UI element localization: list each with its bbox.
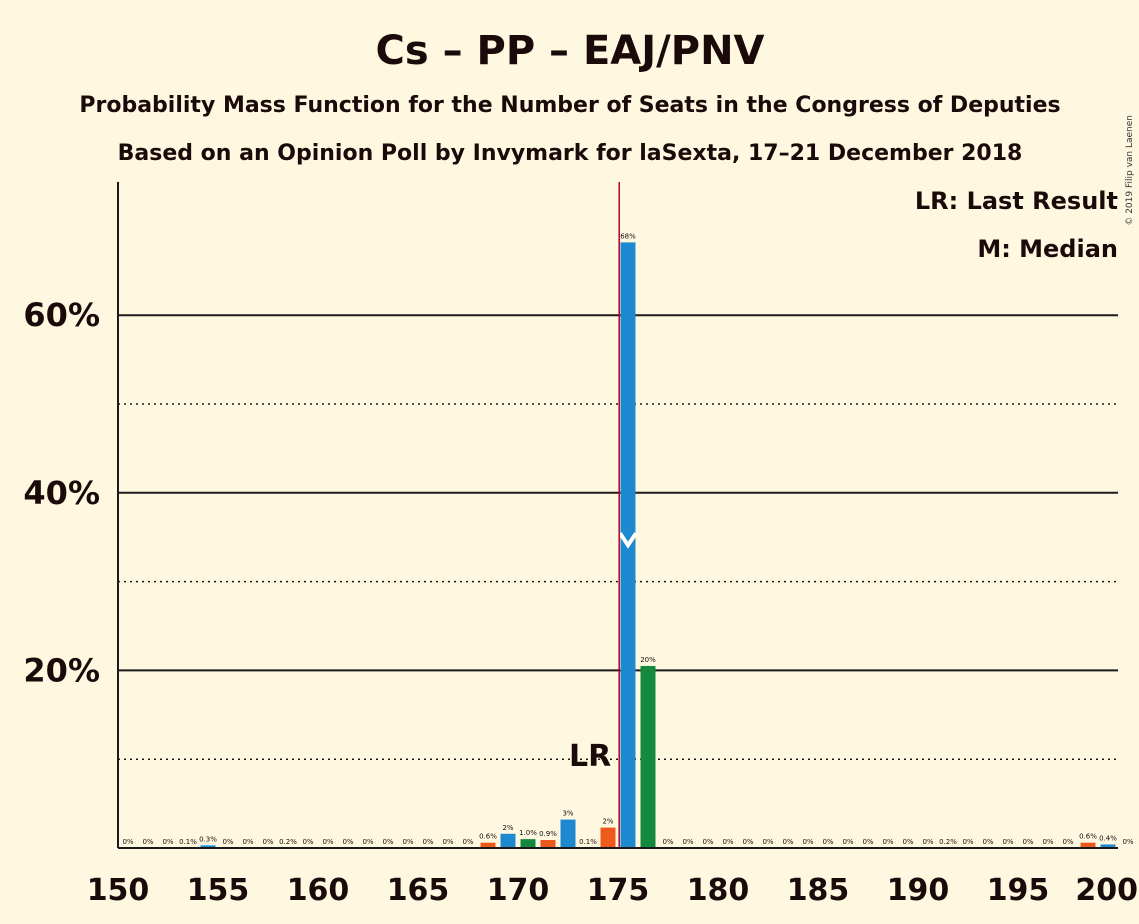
bar-value-label: 0% (142, 838, 153, 846)
bar-value-label: 0% (882, 838, 893, 846)
bar-value-label: 0.6% (479, 833, 497, 841)
bar-value-label: 0% (1042, 838, 1053, 846)
x-tick-label: 155 (187, 873, 250, 908)
bar-value-label: 3% (562, 810, 573, 818)
axes-layer: 20% 40% 60% 150 155 160 165 170 175 180 185 190 195 2… (23, 182, 1138, 908)
bar-173 (560, 819, 576, 848)
bar-value-label: 2% (502, 824, 513, 832)
bar-value-label: 0% (362, 838, 373, 846)
bar-value-label: 0% (122, 838, 133, 846)
bar-value-label: 0% (842, 838, 853, 846)
bar-value-label: 0% (822, 838, 833, 846)
bar-value-label: 0.1% (179, 838, 197, 846)
x-tick-label: 195 (987, 873, 1050, 908)
y-tick-label: 20% (23, 651, 100, 689)
bar-value-label: 0% (1002, 838, 1013, 846)
bar-200 (1100, 844, 1116, 848)
bar-value-label: 0% (222, 838, 233, 846)
bar-value-label: 0.2% (279, 838, 297, 846)
bar-value-label: 0% (422, 838, 433, 846)
bar-value-label: 0% (402, 838, 413, 846)
bar-value-label: 0% (322, 838, 333, 846)
bar-177 (640, 665, 656, 848)
bar-155 (200, 845, 216, 848)
bar-value-label: 0% (1122, 838, 1133, 846)
bar-171 (520, 839, 536, 848)
bar-value-label: 2% (602, 818, 613, 826)
y-tick-label: 60% (23, 296, 100, 334)
bar-value-label: 0% (862, 838, 873, 846)
bar-value-label: 0.2% (939, 838, 957, 846)
bar-value-label: 0.4% (1099, 834, 1117, 842)
bar-value-label: 0% (722, 838, 733, 846)
bar-value-label: 0% (962, 838, 973, 846)
bar-value-label: 0% (162, 838, 173, 846)
bar-value-label: 0% (782, 838, 793, 846)
x-tick-label: 200 (1075, 873, 1138, 908)
bar-value-label: 0% (442, 838, 453, 846)
x-tick-label: 170 (487, 873, 550, 908)
x-tick-label: 180 (687, 873, 750, 908)
x-tick-label: 150 (87, 873, 150, 908)
chart-subtitle-source: Based on an Opinion Poll by Invymark for… (118, 141, 1023, 166)
bar-value-label: 0% (902, 838, 913, 846)
bar-value-label: 0% (662, 838, 673, 846)
bar-199 (1080, 842, 1096, 848)
chart-subtitle: Probability Mass Function for the Number… (79, 93, 1060, 118)
legend-median: M: Median (977, 235, 1118, 263)
bar-170 (500, 833, 516, 848)
last-result-label: LR (569, 739, 611, 774)
bar-value-label: 20% (640, 656, 656, 664)
bar-value-label: 0% (762, 838, 773, 846)
y-tick-label: 40% (23, 474, 100, 512)
bar-value-label: 0% (262, 838, 273, 846)
x-tick-label: 185 (787, 873, 850, 908)
copyright-note: © 2019 Filip van Laenen (1125, 115, 1135, 226)
bar-value-label: 0% (1062, 838, 1073, 846)
x-tick-label: 160 (287, 873, 350, 908)
x-tick-label: 190 (887, 873, 950, 908)
bar-value-label: 68% (620, 232, 636, 240)
bar-value-label: 0% (922, 838, 933, 846)
bar-value-label: 1.0% (519, 829, 537, 837)
grid-lines (118, 314, 1118, 760)
bar-value-label: 0% (342, 838, 353, 846)
legend-last-result: LR: Last Result (915, 187, 1118, 215)
bar-value-label: 0.9% (539, 830, 557, 838)
bar-value-label: 0% (242, 838, 253, 846)
bar-value-label: 0% (982, 838, 993, 846)
bar-value-label: 0.1% (579, 838, 597, 846)
bar-169 (480, 842, 496, 848)
bar-value-label: 0% (682, 838, 693, 846)
bar-value-label: 0.3% (199, 835, 217, 843)
bar-value-label: 0% (802, 838, 813, 846)
bar-labels-layer: 0% 0% 0% 0.1% 0.3% 0% 0% 0% 0.2% 0% 0% 0% 0% 0% 0% 0% 0%… (122, 182, 1134, 848)
bar-value-label: 0% (702, 838, 713, 846)
chart-title: Cs – PP – EAJ/PNV (375, 28, 764, 74)
bars-layer (200, 242, 1116, 848)
bar-value-label: 0% (382, 838, 393, 846)
x-tick-label: 175 (587, 873, 650, 908)
bar-value-label: 0.6% (1079, 833, 1097, 841)
x-tick-label: 165 (387, 873, 450, 908)
median-marker (618, 532, 638, 549)
bar-value-label: 0% (742, 838, 753, 846)
bar-value-label: 0% (462, 838, 473, 846)
bar-value-label: 0% (302, 838, 313, 846)
bar-175 (600, 827, 616, 848)
bar-value-label: 0% (1022, 838, 1033, 846)
bar-172 (540, 840, 556, 848)
